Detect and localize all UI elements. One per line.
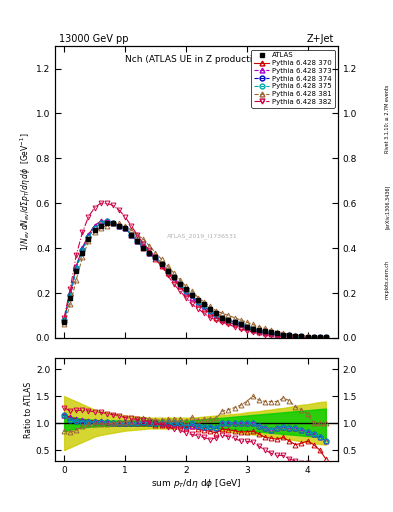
X-axis label: sum $p_T$/d$\eta$ d$\phi$ [GeV]: sum $p_T$/d$\eta$ d$\phi$ [GeV] (151, 477, 242, 490)
Text: 13000 GeV pp: 13000 GeV pp (59, 33, 129, 44)
Text: Nch (ATLAS UE in Z production): Nch (ATLAS UE in Z production) (125, 55, 268, 64)
Y-axis label: $1/N_{ev}\,dN_{ev}/d\Sigma p_T/d\eta\,d\phi$  [GeV$^{-1}$]: $1/N_{ev}\,dN_{ev}/d\Sigma p_T/d\eta\,d\… (18, 133, 33, 251)
Text: [arXiv:1306.3436]: [arXiv:1306.3436] (385, 184, 389, 229)
Y-axis label: Ratio to ATLAS: Ratio to ATLAS (24, 381, 33, 438)
Text: ATLAS_2019_I1736531: ATLAS_2019_I1736531 (167, 233, 237, 239)
Text: Rivet 3.1.10; ≥ 2.7M events: Rivet 3.1.10; ≥ 2.7M events (385, 85, 389, 153)
Text: Z+Jet: Z+Jet (307, 33, 334, 44)
Text: mcplots.cern.ch: mcplots.cern.ch (385, 260, 389, 299)
Legend: ATLAS, Pythia 6.428 370, Pythia 6.428 373, Pythia 6.428 374, Pythia 6.428 375, P: ATLAS, Pythia 6.428 370, Pythia 6.428 37… (251, 50, 334, 108)
